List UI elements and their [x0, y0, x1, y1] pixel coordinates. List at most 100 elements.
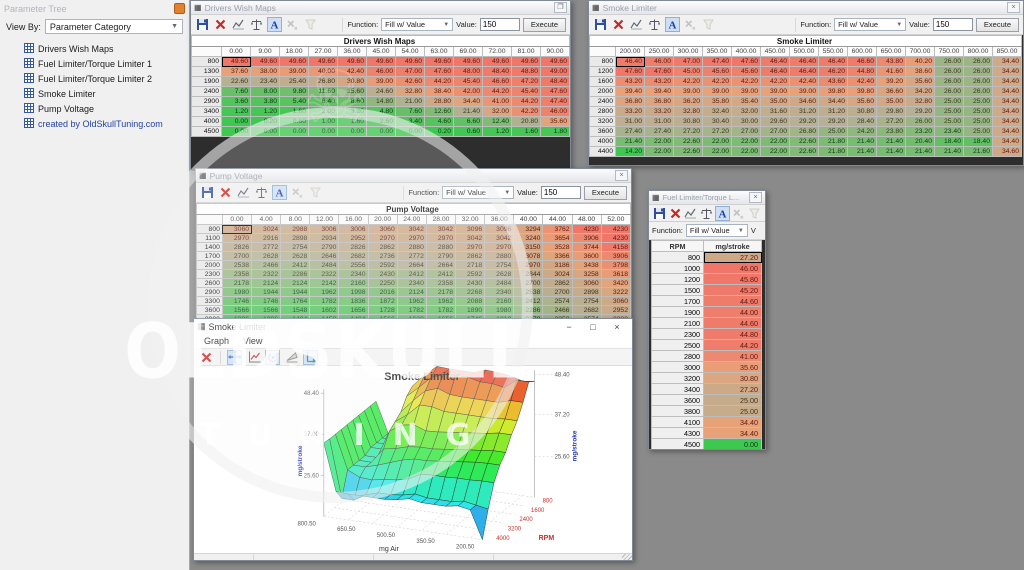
table-cell[interactable]: 23.80 [876, 126, 906, 137]
table-cell[interactable]: 29.20 [789, 116, 819, 127]
row-header[interactable]: 1200 [651, 273, 704, 285]
row-header[interactable]: 4100 [651, 416, 704, 428]
graph-icon[interactable] [629, 17, 644, 32]
column-header[interactable]: 32.00 [455, 214, 486, 225]
table-cell[interactable]: 21.40 [905, 146, 935, 157]
table-cell[interactable]: 21.00 [395, 96, 425, 107]
table-cell[interactable]: 2916 [251, 233, 282, 243]
table-cell[interactable]: 2682 [571, 305, 602, 315]
table-cell[interactable]: 2142 [309, 278, 340, 288]
table-cell[interactable]: 14.80 [366, 96, 396, 107]
column-header[interactable]: 63.00 [424, 46, 454, 57]
table-cell[interactable]: 22.60 [221, 76, 251, 87]
table-cell[interactable]: 24.60 [366, 86, 396, 97]
table-cell[interactable]: 2970 [513, 260, 544, 270]
table-cell[interactable]: 3060 [367, 224, 398, 234]
table-cell[interactable]: 2358 [542, 314, 573, 318]
table-cell[interactable]: 1962 [396, 296, 427, 306]
table-cell[interactable]: 40.20 [905, 56, 935, 67]
table-cell[interactable]: 21.60 [963, 146, 993, 157]
table-cell[interactable]: 2628 [280, 251, 311, 261]
table-cell[interactable]: 41.60 [876, 66, 906, 77]
table-cell[interactable]: 44.80 [847, 66, 877, 77]
column-header[interactable]: 40.00 [513, 214, 544, 225]
column-header[interactable]: mg/stroke [703, 240, 762, 252]
table-cell[interactable]: 2952 [600, 305, 631, 315]
table-cell[interactable]: 49.60 [250, 56, 280, 67]
row-header[interactable]: 800 [651, 251, 704, 263]
table-cell[interactable]: 29.20 [905, 106, 935, 117]
tree-item-drivers-wish-maps[interactable]: Drivers Wish Maps [10, 41, 189, 56]
row-header[interactable]: 800 [589, 56, 616, 67]
table-cell[interactable]: 0.00 [221, 126, 251, 137]
table-cell[interactable]: 8.60 [337, 96, 367, 107]
table-cell[interactable]: 2844 [513, 269, 544, 279]
table-cell[interactable]: 49.60 [482, 56, 512, 67]
table-cell[interactable]: 2898 [280, 233, 311, 243]
table-cell[interactable]: 42.20 [511, 106, 541, 117]
table-cell[interactable]: 34.40 [992, 136, 1022, 147]
column-header[interactable]: 72.00 [482, 46, 512, 57]
table-cell[interactable]: 22.00 [702, 136, 732, 147]
table-cell[interactable]: 46.40 [818, 56, 848, 67]
table-cell[interactable]: 49.60 [279, 56, 309, 67]
delete-icon[interactable] [611, 17, 626, 32]
table-cell[interactable]: 3060 [571, 278, 602, 288]
table-cell[interactable]: 22.60 [789, 146, 819, 157]
table-cell[interactable]: 23.40 [250, 76, 280, 87]
tree-item-pump-voltage[interactable]: Pump Voltage [10, 101, 189, 116]
table-cell[interactable]: 34.40 [703, 427, 762, 439]
table-cell[interactable]: 49.60 [395, 56, 425, 67]
table-cell[interactable]: 34.40 [992, 126, 1022, 137]
table-cell[interactable]: 48.80 [511, 66, 541, 77]
table-cell[interactable]: 2322 [309, 269, 340, 279]
table-cell[interactable]: 2628 [484, 269, 515, 279]
table-cell[interactable]: 27.40 [615, 126, 645, 137]
save-icon[interactable] [593, 17, 608, 32]
table-cell[interactable]: 38.40 [424, 86, 454, 97]
table-cell[interactable]: 39.00 [279, 66, 309, 77]
table-cell[interactable]: 15.60 [337, 86, 367, 97]
axis-reset-icon[interactable] [303, 349, 318, 365]
table-cell[interactable]: 35.60 [540, 116, 570, 127]
row-header[interactable]: 2800 [589, 106, 616, 117]
table-cell[interactable]: 22.00 [760, 136, 790, 147]
table-cell[interactable]: 25.00 [963, 96, 993, 107]
filter-icon[interactable] [308, 185, 323, 200]
table-cell[interactable]: 3420 [600, 278, 631, 288]
function-select[interactable]: Fill w/ Value ▼ [442, 186, 515, 199]
table-cell[interactable]: 35.60 [703, 361, 762, 373]
table-cell[interactable]: 2268 [455, 287, 486, 297]
table-cell[interactable]: 2880 [600, 314, 631, 318]
function-select[interactable]: Fill w/ Value ▼ [685, 224, 748, 237]
save-icon[interactable] [200, 185, 215, 200]
table-cell[interactable]: 5.40 [279, 96, 309, 107]
table-cell[interactable]: 22.00 [760, 146, 790, 157]
table-cell[interactable]: 2862 [542, 278, 573, 288]
table-cell[interactable]: 2286 [280, 269, 311, 279]
restore-button[interactable]: ❐ [554, 2, 567, 13]
row-header[interactable]: 1700 [651, 295, 704, 307]
table-cell[interactable]: 6.40 [308, 96, 338, 107]
column-header[interactable]: 700.00 [905, 46, 935, 57]
table-cell[interactable]: 2412 [280, 260, 311, 270]
table-cell[interactable]: 42.40 [337, 66, 367, 77]
font-icon[interactable]: A [272, 185, 287, 200]
column-header[interactable]: 24.00 [396, 214, 427, 225]
table-cell[interactable]: 3078 [513, 251, 544, 261]
table-cell[interactable]: 27.40 [644, 126, 674, 137]
table-cell[interactable]: 3150 [513, 242, 544, 252]
value-input[interactable] [479, 18, 520, 31]
maximize-icon[interactable]: □ [590, 321, 596, 332]
table-cell[interactable]: 34.40 [992, 56, 1022, 67]
table-cell[interactable]: 29.80 [876, 106, 906, 117]
table-cell[interactable]: 49.60 [337, 56, 367, 67]
table-cell[interactable]: 34.40 [703, 416, 762, 428]
row-header[interactable]: 3600 [651, 394, 704, 406]
column-header[interactable]: 500.00 [789, 46, 819, 57]
fuel-titlebar[interactable]: ▦ Fuel Limiter/Torque L... × [649, 191, 765, 205]
table-cell[interactable]: 32.00 [731, 106, 761, 117]
function-select[interactable]: Fill w/ Value ▼ [381, 18, 454, 31]
table-cell[interactable]: 26.00 [934, 66, 964, 77]
table-cell[interactable]: 1962 [425, 296, 457, 306]
